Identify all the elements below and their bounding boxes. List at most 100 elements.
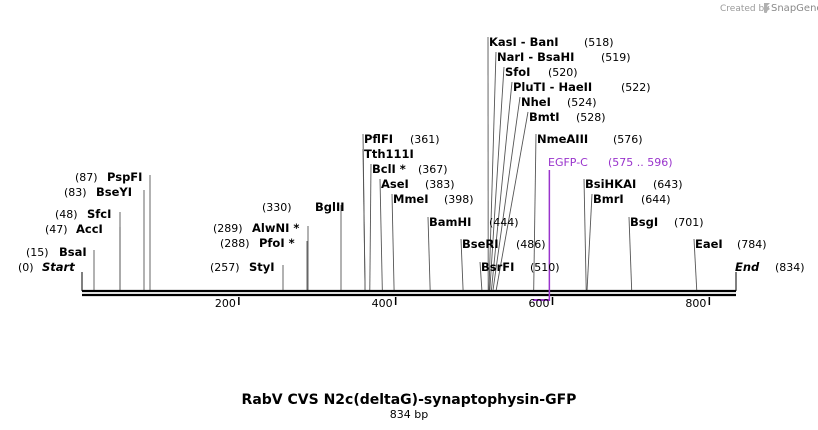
restriction-site[interactable]: PluTI - HaeII (522) — [513, 80, 651, 94]
site-name: BsrFI — [481, 260, 514, 274]
site-name: Tth111I — [364, 147, 414, 161]
restriction-site[interactable]: KasI - BanI (518) — [489, 35, 614, 49]
restriction-site[interactable]: NarI - BsaHI (519) — [497, 50, 631, 64]
site-position: (701) — [674, 216, 704, 229]
site-name: MmeI — [393, 192, 429, 206]
restriction-site[interactable]: BseYI (83) — [64, 185, 132, 199]
watermark-brand: SnapGene — [771, 3, 818, 14]
site-leader-line — [391, 193, 395, 292]
restriction-site[interactable]: AlwNI * (289) — [213, 221, 299, 235]
site-name: BsaI — [59, 245, 87, 259]
site-leader-line — [490, 81, 513, 292]
restriction-site[interactable]: SfoI (520) — [505, 65, 578, 79]
watermark-prefix: Created by — [720, 4, 770, 14]
map-length: 834 bp — [390, 408, 428, 421]
site-position: (644) — [641, 193, 671, 206]
site-name: PflFI — [364, 132, 393, 146]
site-name: BsiHKAI — [585, 177, 636, 191]
site-position: (528) — [576, 111, 606, 124]
restriction-site[interactable]: MmeI (398) — [393, 192, 474, 206]
site-name: BamHI — [429, 215, 471, 229]
feature-name: EGFP-C — [548, 156, 588, 169]
restriction-site[interactable]: BsaI (15) — [26, 245, 87, 259]
site-leader-line — [492, 96, 521, 292]
restriction-site[interactable]: BseRI (486) — [462, 237, 546, 251]
site-position: (486) — [516, 238, 546, 251]
restriction-site[interactable]: NheI (524) — [521, 95, 597, 109]
restriction-site[interactable]: Tth111I — [364, 147, 414, 161]
site-name: BsgI — [630, 215, 658, 229]
site-position: (47) — [45, 223, 68, 236]
restriction-site[interactable]: BsrFI (510) — [481, 260, 560, 274]
site-position: (383) — [425, 178, 455, 191]
site-position: (520) — [548, 66, 578, 79]
site-name: SfoI — [505, 65, 530, 79]
restriction-site[interactable]: PflFI (361) — [364, 132, 440, 146]
site-position: (522) — [621, 81, 651, 94]
end-label: End — [735, 260, 760, 274]
site-leader-line — [369, 163, 372, 292]
site-leader-line — [479, 261, 483, 292]
site-name: BmtI — [529, 110, 560, 124]
site-name: EaeI — [695, 237, 723, 251]
site-name: KasI - BanI — [489, 35, 559, 49]
restriction-site[interactable]: AseI (383) — [381, 177, 455, 191]
site-name: AccI — [76, 222, 103, 236]
restriction-site[interactable]: StyI (257) — [210, 260, 275, 274]
site-position: (576) — [613, 133, 643, 146]
site-position: (519) — [601, 51, 631, 64]
site-position: (398) — [444, 193, 474, 206]
restriction-site[interactable]: EaeI (784) — [695, 237, 767, 251]
feature-range: (575 .. 596) — [608, 156, 673, 169]
site-leader-lines — [93, 36, 698, 292]
site-name: StyI — [249, 260, 275, 274]
restriction-site[interactable]: BamHI (444) — [429, 215, 519, 229]
restriction-site[interactable]: NmeAIII (576) — [537, 132, 643, 146]
restriction-site[interactable]: AccI (47) — [45, 222, 103, 236]
site-leader-line — [488, 51, 497, 292]
site-position: (87) — [75, 171, 98, 184]
site-name: BclI * — [372, 162, 406, 176]
start-position: (0) — [18, 261, 34, 274]
end-marker: End (834) — [735, 260, 805, 291]
restriction-sites: BsaI (15) AccI (47) SfcI (48) BseYI (83) PspFI (8… — [26, 35, 767, 274]
site-position: (330) — [262, 201, 292, 214]
sequence-backbone — [82, 289, 736, 297]
axis-tick-label: 600 — [529, 297, 550, 310]
site-position: (288) — [220, 237, 250, 250]
map-title: RabV CVS N2c(deltaG)-synaptophysin-GFP — [242, 392, 577, 408]
site-name: AlwNI * — [252, 221, 299, 235]
restriction-site[interactable]: BsiHKAI (643) — [585, 177, 683, 191]
site-position: (784) — [737, 238, 767, 251]
axis-ticks: 200 400 600 800 — [215, 297, 711, 310]
site-name: BseRI — [462, 237, 499, 251]
restriction-site[interactable]: BmrI (644) — [593, 192, 671, 206]
site-leader-line — [460, 238, 464, 292]
feature-egfp-c[interactable]: EGFP-C (575 .. 596) — [532, 156, 673, 301]
site-leader-line — [693, 238, 698, 292]
site-leader-line — [533, 133, 537, 292]
restriction-site[interactable]: PfoI * (288) — [220, 236, 295, 250]
restriction-site[interactable]: BsgI (701) — [630, 215, 704, 229]
site-name: NheI — [521, 95, 551, 109]
site-name: BglII — [315, 200, 345, 214]
site-name: PspFI — [107, 170, 142, 184]
site-position: (444) — [489, 216, 519, 229]
restriction-site[interactable]: PspFI (87) — [75, 170, 142, 184]
start-marker: (0) Start — [18, 260, 83, 291]
site-leader-line — [628, 216, 633, 292]
site-position: (15) — [26, 246, 49, 259]
site-leader-line — [586, 193, 593, 292]
axis-tick-label: 200 — [215, 297, 236, 310]
site-name: SfcI — [87, 207, 111, 221]
site-leader-line — [427, 216, 431, 292]
restriction-site[interactable]: BclI * (367) — [372, 162, 448, 176]
site-position: (48) — [55, 208, 78, 221]
restriction-site[interactable]: BmtI (528) — [529, 110, 606, 124]
site-position: (361) — [410, 133, 440, 146]
restriction-site[interactable]: SfcI (48) — [55, 207, 111, 221]
site-position: (257) — [210, 261, 240, 274]
snapgene-watermark: Created by SnapGene — [720, 3, 818, 14]
site-position: (83) — [64, 186, 87, 199]
restriction-site[interactable]: BglII (330) — [262, 200, 345, 214]
